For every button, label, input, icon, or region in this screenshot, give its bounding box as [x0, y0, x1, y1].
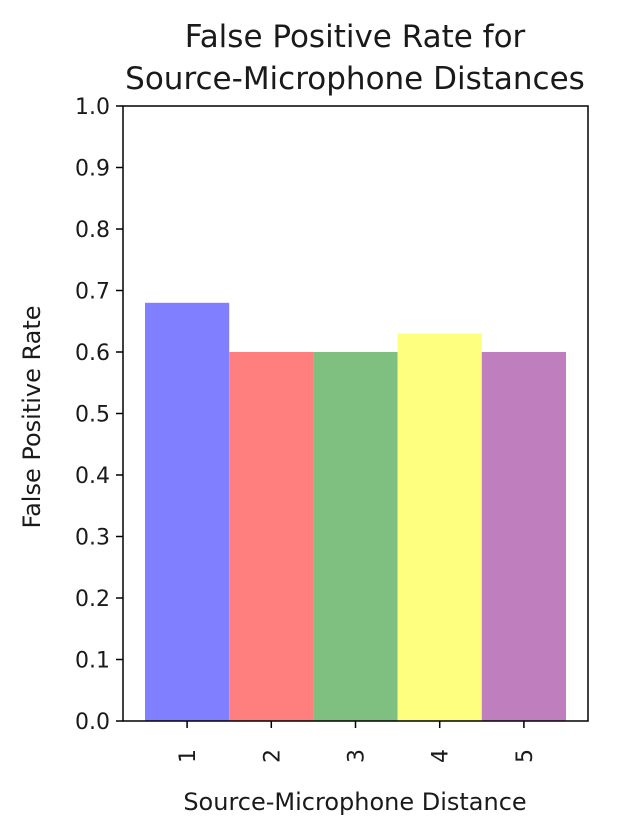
- y-tick-label: 0.4: [75, 464, 110, 489]
- x-tick-label: 1: [176, 749, 201, 763]
- y-tick-label: 0.1: [75, 649, 110, 674]
- chart-title-line-2: Source-Microphone Distances: [125, 61, 585, 97]
- y-tick-label: 0.0: [75, 710, 110, 735]
- bar-3: [313, 352, 398, 721]
- y-tick-label: 1.0: [75, 95, 110, 120]
- bar-4: [397, 333, 482, 721]
- x-axis-label: Source-Microphone Distance: [183, 788, 526, 816]
- x-tick-label: 2: [260, 749, 285, 763]
- y-tick-label: 0.8: [75, 218, 110, 243]
- x-tick-label: 3: [345, 749, 370, 763]
- bar-2: [229, 352, 314, 721]
- x-tick-label: 4: [429, 749, 454, 763]
- y-tick-label: 0.6: [75, 341, 110, 366]
- y-tick-label: 0.2: [75, 587, 110, 612]
- bar-5: [481, 352, 566, 721]
- x-tick-label: 5: [513, 749, 538, 763]
- y-tick-label: 0.9: [75, 157, 110, 182]
- chart-title-line-1: False Positive Rate for: [185, 19, 526, 55]
- plot-area: 0.0 0.1 0.2 0.3 0.4 0.5 0.6 0.7 0.8 0.9 1.0 1 2 3 4 5: [75, 95, 589, 763]
- y-tick-label: 0.3: [75, 526, 110, 551]
- y-axis-label: False Positive Rate: [18, 305, 46, 528]
- y-tick-label: 0.7: [75, 280, 110, 305]
- y-tick-label: 0.5: [75, 403, 110, 428]
- bar-1: [145, 302, 230, 721]
